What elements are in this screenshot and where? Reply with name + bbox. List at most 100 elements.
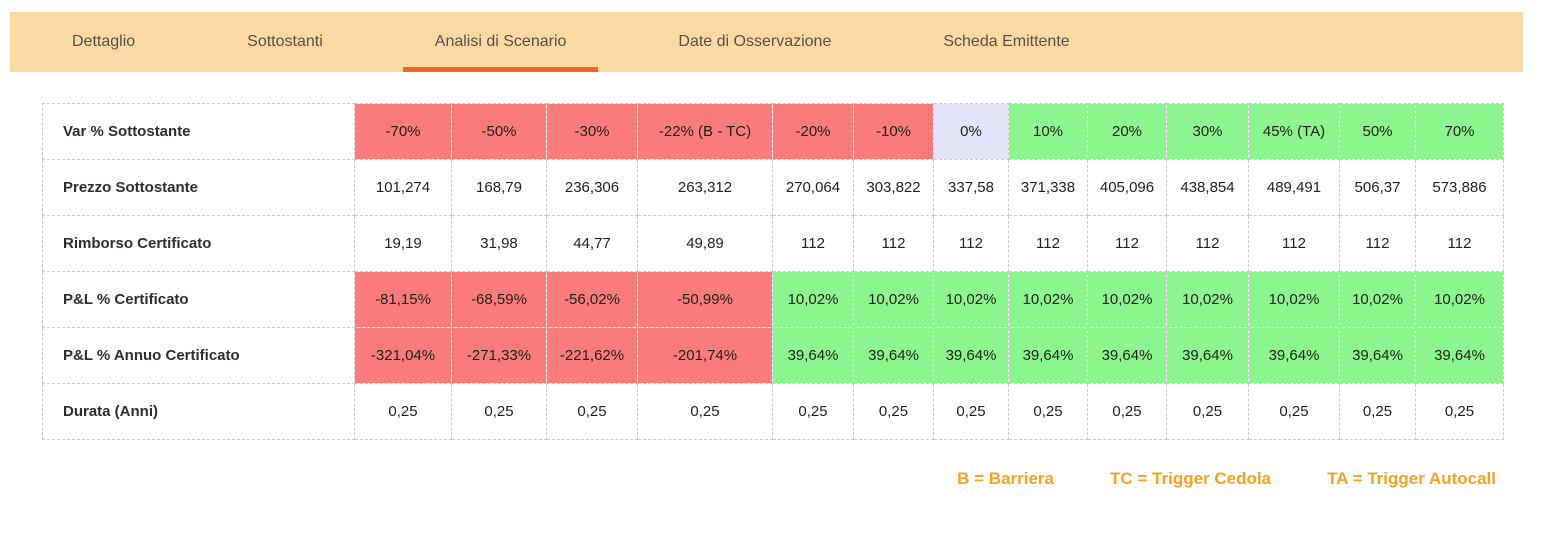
- scenario-cell: -22% (B - TC): [637, 103, 773, 160]
- scenario-cell: -81,15%: [354, 271, 452, 328]
- scenario-cell: -20%: [772, 103, 854, 160]
- scenario-cell: 0,25: [1166, 383, 1249, 440]
- scenario-cell: -30%: [546, 103, 638, 160]
- scenario-cell: 39,64%: [853, 327, 934, 384]
- scenario-cell: 10,02%: [1166, 271, 1249, 328]
- scenario-cell: -221,62%: [546, 327, 638, 384]
- scenario-cell: 573,886: [1415, 159, 1504, 216]
- scenario-cell: 112: [1415, 215, 1504, 272]
- scenario-cell: 49,89: [637, 215, 773, 272]
- legend-item: TC = Trigger Cedola: [1110, 469, 1272, 488]
- scenario-cell: 10,02%: [1415, 271, 1504, 328]
- scenario-cell: 112: [1166, 215, 1249, 272]
- scenario-cell: 10%: [1008, 103, 1088, 160]
- scenario-cell: 50%: [1339, 103, 1416, 160]
- scenario-cell: 263,312: [637, 159, 773, 216]
- scenario-cell: 0,25: [1248, 383, 1340, 440]
- table-row: Prezzo Sottostante 101,274 168,79 236,306 26…: [42, 159, 1504, 216]
- row-label: Durata (Anni): [42, 383, 355, 440]
- scenario-cell: -70%: [354, 103, 452, 160]
- scenario-cell: 39,64%: [1087, 327, 1167, 384]
- scenario-cell: 0%: [933, 103, 1009, 160]
- table-row: P&L % Certificato -81,15% -68,59% -56,02% -5…: [42, 271, 1504, 328]
- scenario-cell: 10,02%: [1008, 271, 1088, 328]
- scenario-cell: 20%: [1087, 103, 1167, 160]
- scenario-cell: 70%: [1415, 103, 1504, 160]
- scenario-cell: 0,25: [637, 383, 773, 440]
- scenario-cell: 10,02%: [853, 271, 934, 328]
- scenario-cell: 236,306: [546, 159, 638, 216]
- scenario-cell: 0,25: [1339, 383, 1416, 440]
- tab-scheda-emittente[interactable]: Scheda Emittente: [909, 12, 1103, 72]
- legend: B = Barriera TC = Trigger Cedola TA = Trig…: [957, 469, 1496, 489]
- scenario-table: Var % Sottostante -70% -50% -30% -22% (B - T…: [42, 103, 1504, 440]
- scenario-cell: -271,33%: [451, 327, 547, 384]
- scenario-cell: 0,25: [1087, 383, 1167, 440]
- scenario-cell: 112: [933, 215, 1009, 272]
- scenario-cell: 112: [1248, 215, 1340, 272]
- tab-sottostanti[interactable]: Sottostanti: [213, 12, 357, 72]
- scenario-cell: 405,096: [1087, 159, 1167, 216]
- tab-label: Analisi di Scenario: [434, 33, 567, 50]
- scenario-cell: 168,79: [451, 159, 547, 216]
- scenario-cell: 438,854: [1166, 159, 1249, 216]
- scenario-cell: 0,25: [772, 383, 854, 440]
- scenario-cell: 489,491: [1248, 159, 1340, 216]
- table-row: P&L % Annuo Certificato -321,04% -271,33% -…: [42, 327, 1504, 384]
- scenario-cell: -10%: [853, 103, 934, 160]
- row-label: Prezzo Sottostante: [42, 159, 355, 216]
- tab-date-di-osservazione[interactable]: Date di Osservazione: [644, 12, 865, 72]
- scenario-cell: 112: [1339, 215, 1416, 272]
- table-row: Durata (Anni) 0,25 0,25 0,25 0,25 0,25 0,25 0,2…: [42, 383, 1504, 440]
- table-row: Rimborso Certificato 19,19 31,98 44,77 49,89…: [42, 215, 1504, 272]
- scenario-table-body: Var % Sottostante -70% -50% -30% -22% (B - T…: [42, 103, 1504, 440]
- scenario-cell: 0,25: [354, 383, 452, 440]
- scenario-cell: 31,98: [451, 215, 547, 272]
- scenario-cell: 270,064: [772, 159, 854, 216]
- scenario-cell: 10,02%: [933, 271, 1009, 328]
- scenario-cell: 506,37: [1339, 159, 1416, 216]
- scenario-cell: 0,25: [1415, 383, 1504, 440]
- scenario-cell: -56,02%: [546, 271, 638, 328]
- scenario-cell: 45% (TA): [1248, 103, 1340, 160]
- tab-analisi-di-scenario[interactable]: Analisi di Scenario: [401, 12, 601, 72]
- scenario-cell: -321,04%: [354, 327, 452, 384]
- scenario-cell: 0,25: [451, 383, 547, 440]
- scenario-cell: 44,77: [546, 215, 638, 272]
- scenario-cell: 39,64%: [772, 327, 854, 384]
- row-label: Var % Sottostante: [42, 103, 355, 160]
- tab-label: Dettaglio: [72, 33, 136, 50]
- scenario-cell: 371,338: [1008, 159, 1088, 216]
- scenario-cell: 112: [772, 215, 854, 272]
- row-label: Rimborso Certificato: [42, 215, 355, 272]
- scenario-cell: 0,25: [1008, 383, 1088, 440]
- scenario-cell: 39,64%: [1415, 327, 1504, 384]
- scenario-cell: -201,74%: [637, 327, 773, 384]
- row-label: P&L % Certificato: [42, 271, 355, 328]
- row-label: P&L % Annuo Certificato: [42, 327, 355, 384]
- scenario-cell: 39,64%: [1248, 327, 1340, 384]
- table-row: Var % Sottostante -70% -50% -30% -22% (B - T…: [42, 103, 1504, 160]
- scenario-cell: -50%: [451, 103, 547, 160]
- scenario-cell: 10,02%: [1248, 271, 1340, 328]
- tab-label: Sottostanti: [247, 33, 323, 50]
- tab-label: Date di Osservazione: [678, 33, 832, 50]
- tab-bar: Dettaglio Sottostanti Analisi di Scenario D…: [10, 12, 1523, 72]
- tab-dettaglio[interactable]: Dettaglio: [38, 12, 169, 72]
- legend-item: B = Barriera: [957, 469, 1055, 488]
- scenario-cell: 10,02%: [1339, 271, 1416, 328]
- scenario-cell: 39,64%: [1008, 327, 1088, 384]
- scenario-cell: 0,25: [546, 383, 638, 440]
- tab-label: Scheda Emittente: [943, 33, 1070, 50]
- scenario-cell: 101,274: [354, 159, 452, 216]
- scenario-cell: 112: [853, 215, 934, 272]
- scenario-cell: 0,25: [933, 383, 1009, 440]
- scenario-cell: 30%: [1166, 103, 1249, 160]
- scenario-cell: 39,64%: [1166, 327, 1249, 384]
- scenario-cell: -50,99%: [637, 271, 773, 328]
- scenario-cell: 10,02%: [772, 271, 854, 328]
- scenario-cell: 303,822: [853, 159, 934, 216]
- legend-item: TA = Trigger Autocall: [1327, 469, 1496, 488]
- scenario-cell: 39,64%: [1339, 327, 1416, 384]
